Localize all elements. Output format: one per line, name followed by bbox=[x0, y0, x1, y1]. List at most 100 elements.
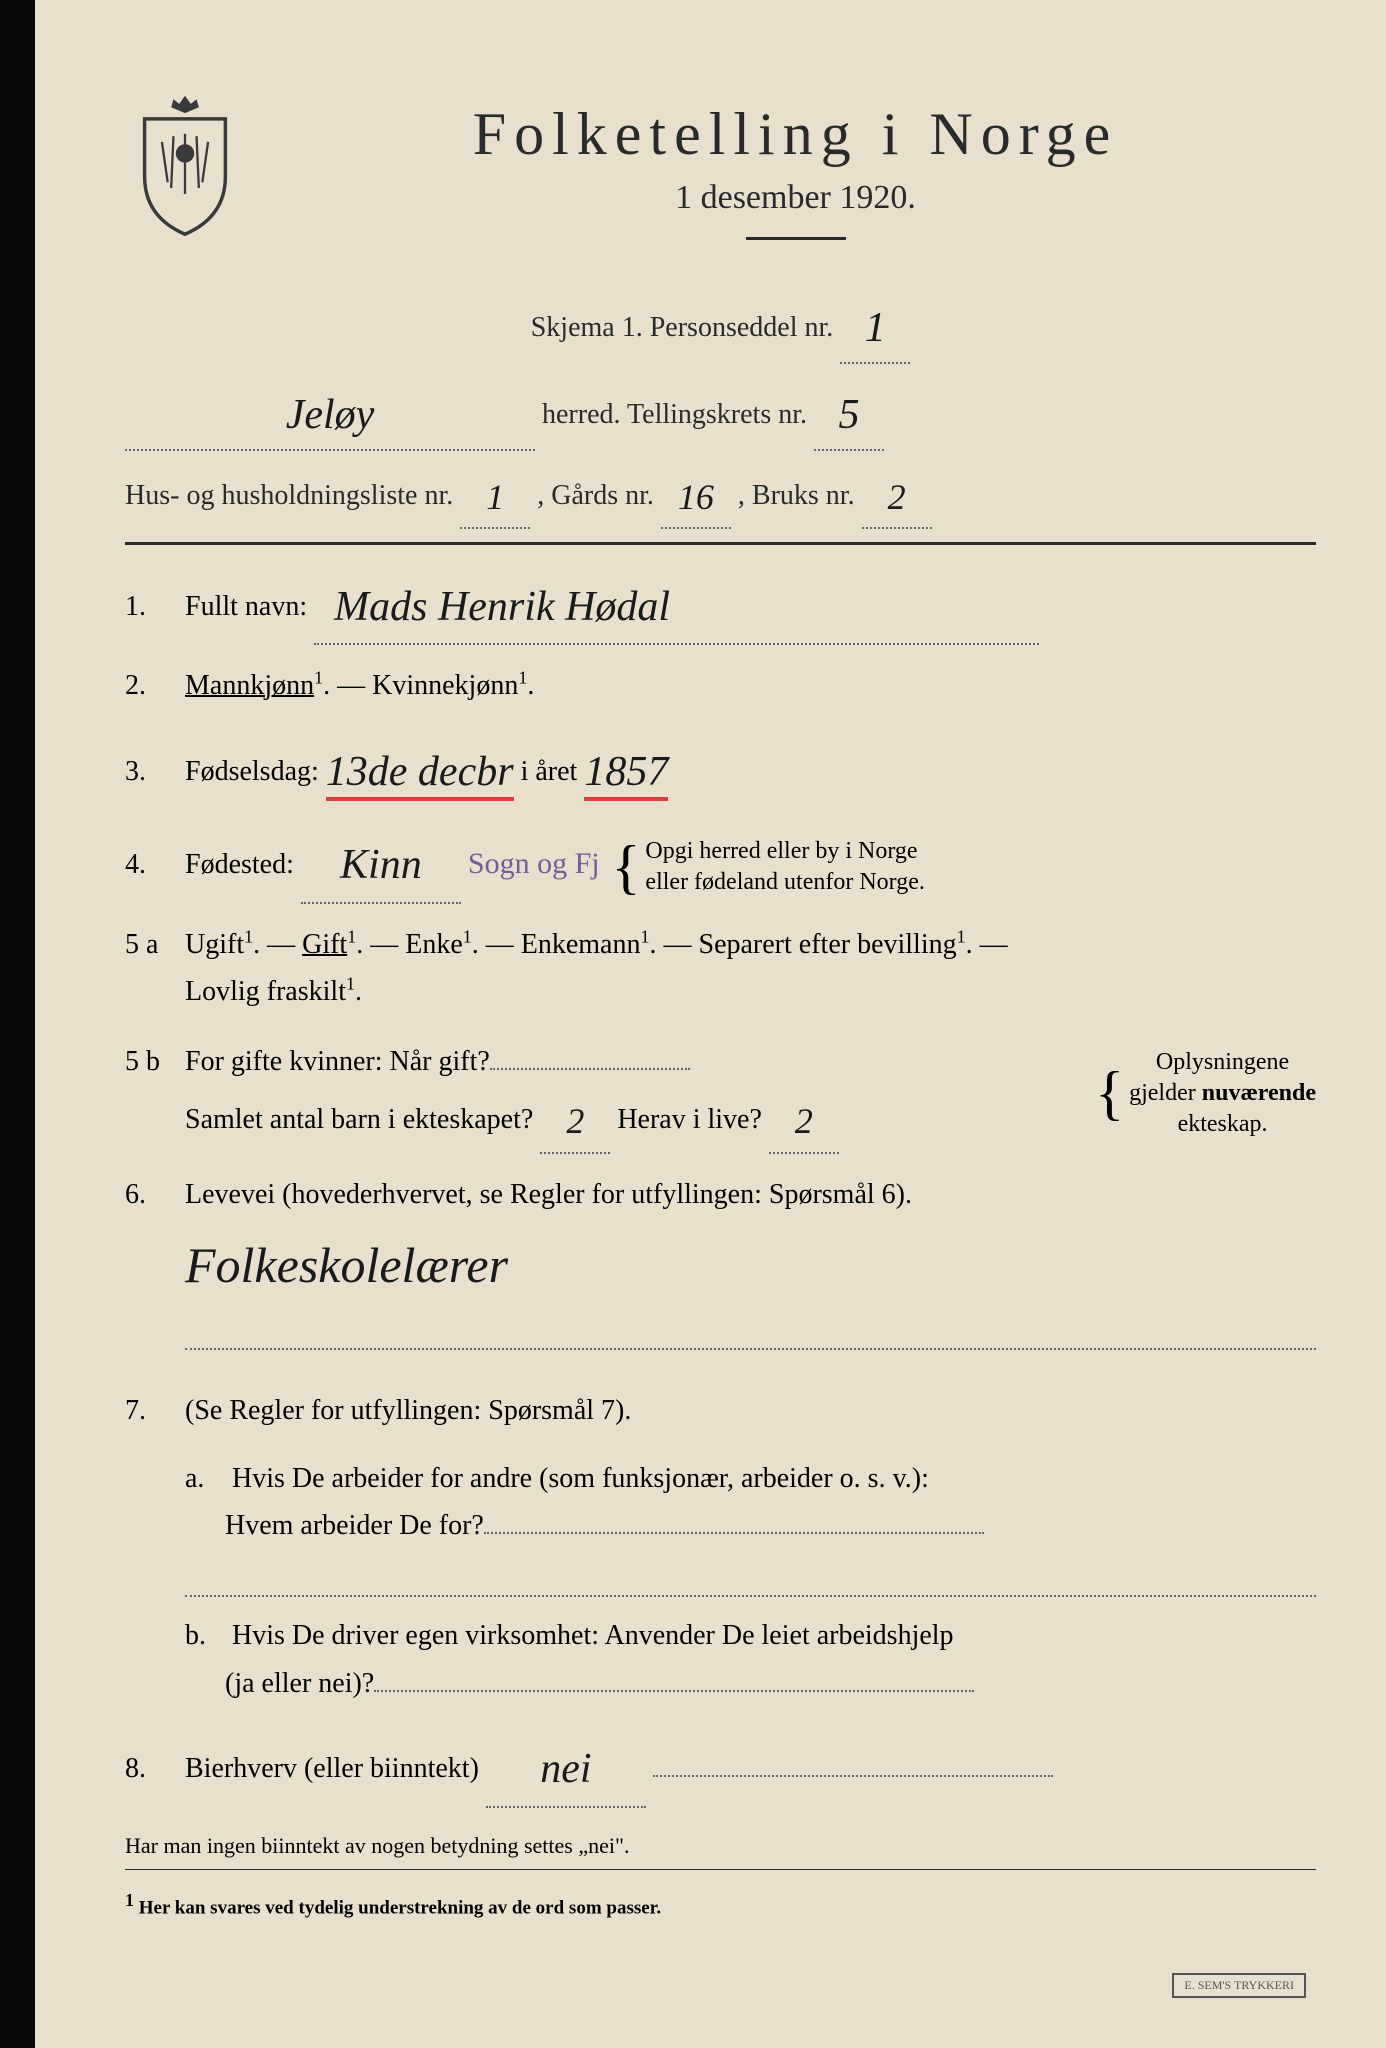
sup-a3: 1 bbox=[463, 926, 472, 946]
q6-row: 6. Levevei (hovederhvervet, se Regler fo… bbox=[125, 1171, 1316, 1366]
q8-content: Bierhverv (eller biinntekt) nei bbox=[185, 1729, 1316, 1802]
q7b: b. Hvis De driver egen virksomhet: Anven… bbox=[185, 1612, 1316, 1707]
divider-foot bbox=[125, 1869, 1316, 1870]
q5a-enke: Enke bbox=[405, 929, 463, 960]
q1-label: Fullt navn: bbox=[185, 591, 307, 622]
q7b-fill bbox=[374, 1690, 974, 1692]
q5a-lovlig: Lovlig fraskilt bbox=[185, 976, 346, 1007]
dash-a1: — bbox=[267, 929, 302, 960]
q2-sup2: 1 bbox=[518, 668, 527, 688]
birth-year: 1857 bbox=[584, 749, 668, 801]
skjema-line: Skjema 1. Personseddel nr. 1 bbox=[125, 290, 1316, 359]
q4-aside1: Opgi herred eller by i Norge bbox=[645, 838, 917, 864]
q7a-text2: Hvem arbeider De for? bbox=[225, 1510, 484, 1541]
q2-num: 2. bbox=[125, 670, 185, 702]
q4-content: Fødested: Kinn Sogn og Fj { Opgi herred … bbox=[185, 825, 1316, 898]
q5b-label2: Samlet antal barn i ekteskapet? bbox=[185, 1104, 533, 1135]
birthplace-value: Kinn bbox=[301, 830, 461, 903]
dash-a4: — bbox=[664, 929, 699, 960]
q3-label: Fødselsdag: bbox=[185, 756, 319, 787]
gift-fill bbox=[490, 1068, 690, 1070]
census-date: 1 desember 1920. bbox=[275, 179, 1316, 217]
q7b-letter: b. bbox=[185, 1612, 225, 1660]
husliste-nr: 1 bbox=[460, 469, 530, 529]
tellingskrets-nr: 5 bbox=[814, 382, 884, 451]
q2-sup1: 1 bbox=[314, 668, 323, 688]
q5b-aside1: Oplysningene bbox=[1156, 1049, 1289, 1075]
title-block: Folketelling i Norge 1 desember 1920. bbox=[275, 80, 1316, 270]
dash-a5: — bbox=[980, 929, 1008, 960]
q7a-text1: Hvis De arbeider for andre (som funksjon… bbox=[232, 1463, 929, 1494]
herred-label: herred. Tellingskrets nr. bbox=[542, 399, 807, 430]
q6-label: Levevei (hovederhvervet, se Regler for u… bbox=[185, 1179, 912, 1210]
q7-num: 7. bbox=[125, 1395, 185, 1427]
q7a-fill bbox=[484, 1532, 984, 1534]
herred-value: Jeløy bbox=[125, 382, 535, 451]
sup-a4: 1 bbox=[641, 926, 650, 946]
footnote-1: Har man ingen biinntekt av nogen betydni… bbox=[125, 1833, 1316, 1859]
husliste-label: Hus- og husholdningsliste nr. bbox=[125, 480, 453, 511]
q5b-row: 5 b For gifte kvinner: Når gift? Samlet … bbox=[125, 1038, 1316, 1149]
birthplace-note: Sogn og Fj bbox=[468, 847, 600, 880]
q8-num: 8. bbox=[125, 1753, 185, 1785]
q5a-gift: Gift bbox=[302, 929, 347, 960]
title-divider bbox=[746, 237, 846, 240]
q7a: a. Hvis De arbeider for andre (som funks… bbox=[185, 1455, 1316, 1597]
birth-day: 13de decbr bbox=[326, 749, 514, 801]
q5b-aside2b: nuværende bbox=[1202, 1080, 1316, 1106]
q7-row: 7. (Se Regler for utfyllingen: Spørsmål … bbox=[125, 1387, 1316, 1707]
q5a-ugift: Ugift bbox=[185, 929, 244, 960]
q6-num: 6. bbox=[125, 1179, 185, 1211]
q2-row: 2. Mannkjønn1. — Kvinnekjønn1. bbox=[125, 662, 1316, 710]
coat-of-arms-icon bbox=[125, 90, 245, 240]
full-name-value: Mads Henrik Hødal bbox=[314, 572, 1039, 645]
q7-content: (Se Regler for utfyllingen: Spørsmål 7).… bbox=[185, 1387, 1316, 1707]
q5b-label3: Herav i live? bbox=[617, 1104, 762, 1135]
header-row: Folketelling i Norge 1 desember 1920. bbox=[125, 80, 1316, 270]
main-title: Folketelling i Norge bbox=[275, 100, 1316, 169]
q7a-letter: a. bbox=[185, 1455, 225, 1503]
q5a-separert: Separert efter bevilling bbox=[699, 929, 957, 960]
gards-label: , Gårds nr. bbox=[537, 480, 654, 511]
q2-content: Mannkjønn1. — Kvinnekjønn1. bbox=[185, 662, 1316, 710]
q5b-aside3: ekteskap. bbox=[1178, 1111, 1268, 1137]
q4-num: 4. bbox=[125, 849, 185, 881]
q5b-left: For gifte kvinner: Når gift? Samlet anta… bbox=[185, 1038, 1090, 1149]
q3-num: 3. bbox=[125, 756, 185, 788]
q2-dash: — bbox=[337, 670, 372, 701]
q8-row: 8. Bierhverv (eller biinntekt) nei bbox=[125, 1729, 1316, 1802]
footnote-2-text: Her kan svares ved tydelig understreknin… bbox=[139, 1897, 661, 1918]
q3-content: Fødselsdag: 13de decbr i året 1857 bbox=[185, 732, 1316, 803]
barn-value: 2 bbox=[540, 1091, 610, 1154]
q1-row: 1. Fullt navn: Mads Henrik Hødal bbox=[125, 567, 1316, 640]
q5b-aside2: gjelder bbox=[1129, 1080, 1202, 1106]
sup-a6: 1 bbox=[346, 974, 355, 994]
live-value: 2 bbox=[769, 1091, 839, 1154]
q5a-row: 5 a Ugift1. — Gift1. — Enke1. — Enkemann… bbox=[125, 921, 1316, 1016]
q4-aside: { Opgi herred eller by i Norge eller fød… bbox=[607, 836, 925, 898]
q5b-label1: For gifte kvinner: Når gift? bbox=[185, 1046, 490, 1077]
bierhverv-value: nei bbox=[486, 1734, 646, 1807]
sup-a5: 1 bbox=[957, 926, 966, 946]
q7a-blank bbox=[185, 1565, 1316, 1597]
q4-aside-text: Opgi herred eller by i Norge eller fødel… bbox=[645, 836, 924, 898]
q7-label: (Se Regler for utfyllingen: Spørsmål 7). bbox=[185, 1395, 631, 1426]
q5a-enkemann: Enkemann bbox=[521, 929, 641, 960]
q5b-aside: { Oplysningene gjelder nuværende ekteska… bbox=[1090, 1047, 1316, 1141]
q1-content: Fullt navn: Mads Henrik Hødal bbox=[185, 567, 1316, 640]
q1-num: 1. bbox=[125, 591, 185, 623]
q3-row: 3. Fødselsdag: 13de decbr i året 1857 bbox=[125, 732, 1316, 803]
q2-kvinne: Kvinnekjønn bbox=[372, 670, 518, 701]
skjema-label: Skjema 1. Personseddel nr. bbox=[531, 312, 834, 343]
q7b-text1: Hvis De driver egen virksomhet: Anvender… bbox=[232, 1620, 954, 1651]
q8-fill bbox=[653, 1775, 1053, 1777]
q6-blank bbox=[185, 1318, 1316, 1350]
printer-stamp: E. SEM'S TRYKKERI bbox=[1172, 1973, 1306, 1998]
q2-mann: Mannkjønn bbox=[185, 670, 314, 701]
q5a-content: Ugift1. — Gift1. — Enke1. — Enkemann1. —… bbox=[185, 921, 1316, 1016]
q4-aside2: eller fødeland utenfor Norge. bbox=[645, 869, 924, 895]
q4-label: Fødested: bbox=[185, 849, 294, 880]
q5b-num: 5 b bbox=[125, 1046, 185, 1078]
q6-content: Levevei (hovederhvervet, se Regler for u… bbox=[185, 1171, 1316, 1366]
footnote-2-num: 1 bbox=[125, 1890, 134, 1910]
